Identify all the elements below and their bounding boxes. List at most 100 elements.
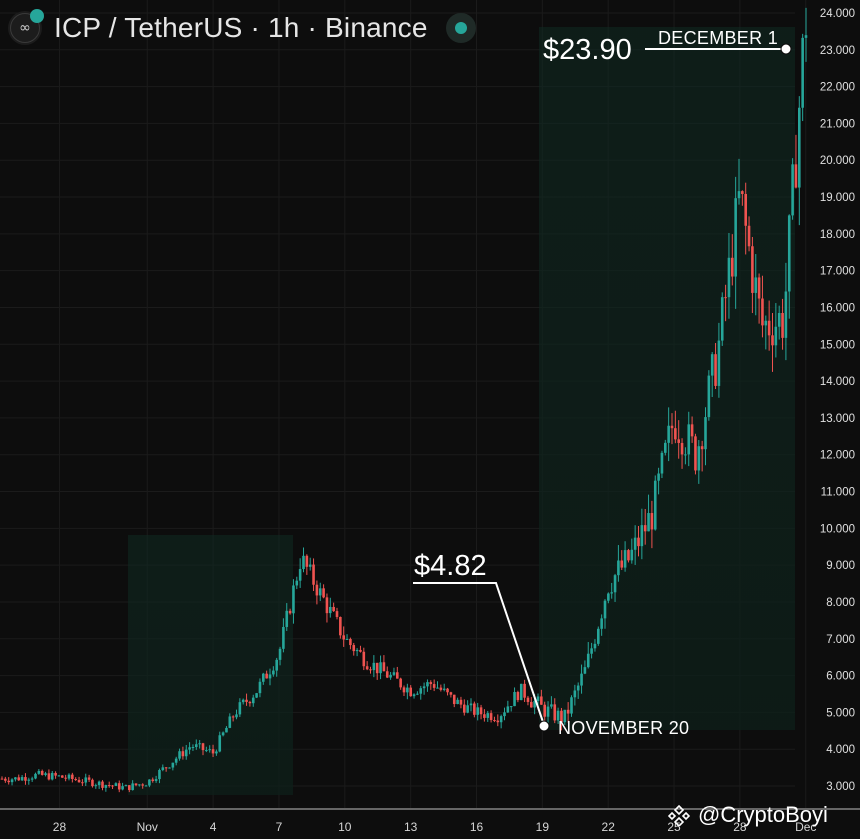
candle-body [439,687,443,690]
candle-body [640,525,644,547]
candle-body [463,704,466,713]
candle-body [335,611,339,617]
candle-body [322,588,325,598]
candle-body [704,417,707,450]
candle-body [690,424,694,437]
price-tick-label: 24.000 [820,8,855,20]
candle-body [245,699,248,702]
candle-body [94,785,98,787]
candle-body [44,773,47,775]
market-status-icon[interactable] [445,13,476,43]
candle-body [161,767,165,771]
candle-body [24,777,27,781]
time-tick-label: 10 [338,820,352,834]
candle-body [469,703,473,706]
price-tick-label: 6.000 [826,671,855,683]
candle-body [677,439,680,443]
candle-body [107,785,111,787]
candle-body [650,513,654,530]
candle-body [355,649,359,652]
candle-body [623,550,627,568]
candle-body [479,707,483,715]
time-tick-label: 28 [53,820,67,834]
highlight-region [539,27,795,730]
candle-body [754,277,758,293]
candle-body [114,783,118,786]
candle-body [647,513,650,532]
candle-body [84,777,88,783]
candle-body [17,777,21,781]
candle-body [737,191,741,199]
price-tick-label: 15.000 [820,339,855,351]
candle-body [128,785,131,791]
high-price-label: $23.90 [543,34,632,66]
candle-body [174,758,178,763]
candle-body [774,326,778,346]
candle-body [727,257,731,298]
low-point-marker [538,720,550,732]
price-tick-label: 14.000 [820,376,855,388]
candle-body [389,674,392,678]
candle-body [694,436,697,471]
candle-body [402,687,406,693]
candle-body [268,674,272,679]
candle-body [586,653,590,668]
candle-body [657,473,660,481]
price-tick-label: 7.000 [826,634,855,646]
time-tick-label: 19 [536,820,550,834]
candle-body [791,164,794,216]
candle-body [238,702,242,715]
candle-body [801,37,804,108]
candle-body [111,785,114,787]
candle-body [37,770,41,774]
candle-body [617,560,620,576]
high-point-marker [780,43,792,55]
candle-body [620,560,624,568]
candle-body [767,320,771,336]
candle-body [164,767,168,769]
price-tick-label: 16.000 [820,302,855,314]
time-tick-label: 28 [733,820,747,834]
candle-body [91,779,94,787]
candle-body [576,685,580,691]
diamond-logo-icon [668,804,690,826]
candle-body [61,775,64,778]
candle-body [731,257,734,277]
candle-body [288,610,292,614]
price-tick-label: 8.000 [826,597,855,609]
candle-body [30,778,34,780]
candle-body [506,706,510,713]
candle-body [392,672,396,675]
candle-body [312,564,315,585]
price-tick-label: 19.000 [820,192,855,204]
candle-body [184,749,188,757]
candle-body [707,375,711,418]
candle-body [362,651,366,667]
price-tick-label: 4.000 [826,744,855,756]
candle-body [530,701,533,708]
candle-body [670,425,674,429]
candle-body [258,681,262,694]
candle-body [593,643,597,649]
candle-body [54,772,57,776]
watermark: @CryptoBoyi [668,800,828,830]
candle-body [724,297,727,299]
candle-body [607,593,610,601]
candle-body [191,747,195,749]
candle-body [221,732,225,736]
candle-body [643,525,647,532]
candle-body [47,773,51,780]
candle-body [590,648,593,654]
candle-body [148,779,151,786]
symbol-logo[interactable]: ∞ [8,9,44,45]
candle-body [761,298,764,326]
candle-body [218,735,222,752]
candle-body [74,778,77,780]
candle-body [195,744,198,748]
time-tick-label: 16 [470,820,484,834]
symbol-title[interactable]: ICP / TetherUS · 1h · Binance [54,12,428,43]
price-tick-label: 10.000 [820,523,855,535]
candle-body [466,705,469,713]
candle-body [556,710,560,721]
